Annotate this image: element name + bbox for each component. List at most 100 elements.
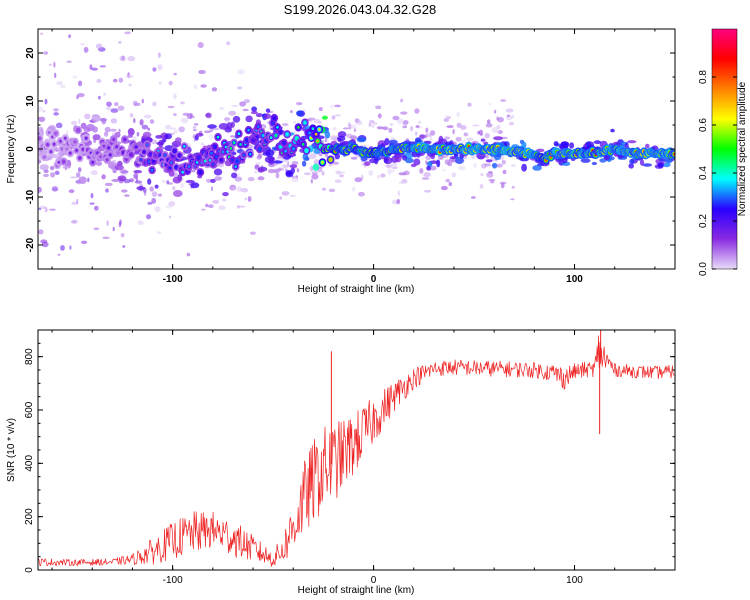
heatmap-noise-cell [490, 181, 495, 184]
heatmap-noise-cell [419, 168, 424, 174]
heatmap-halo-cell [383, 155, 389, 164]
heatmap-noise-cell [110, 118, 118, 124]
heatmap-noise-cell [119, 168, 127, 175]
heatmap-noise-cell [330, 104, 334, 109]
heatmap-ridge-cell [216, 135, 220, 139]
heatmap-noise-cell [491, 127, 498, 133]
heatmap-ridge-cell [105, 158, 109, 162]
heatmap-noise-cell [143, 114, 152, 119]
heatmap-halo-cell [480, 138, 486, 142]
heatmap-noise-cell [274, 168, 280, 174]
heatmap-halo-cell [213, 168, 223, 176]
heatmap-noise-cell [309, 153, 317, 160]
heatmap-halo-cell [38, 116, 46, 123]
heatmap-halo-cell [662, 162, 671, 168]
heatmap-ridge-cell [146, 143, 149, 147]
heatmap-ridge-cell [276, 125, 279, 129]
heatmap-noise-cell [244, 197, 247, 201]
heatmap-noise-cell [232, 128, 236, 131]
heatmap-noise-cell [279, 196, 283, 200]
heatmap-ridge-cell [282, 141, 286, 145]
heatmap-noise-cell [456, 111, 461, 118]
heatmap-ridge-cell [109, 153, 112, 157]
heatmap-noise-cell [69, 245, 72, 250]
heatmap-noise-cell [136, 132, 140, 137]
heatmap-noise-cell [103, 131, 109, 137]
heatmap-halo-cell [57, 152, 67, 156]
heatmap-noise-cell [388, 171, 391, 176]
heatmap-noise-cell [508, 121, 515, 126]
heatmap-ridge-cell [273, 116, 276, 120]
snr-plot [38, 330, 675, 567]
heatmap-noise-cell [81, 240, 88, 244]
heatmap-noise-cell [72, 75, 78, 79]
heatmap-noise-cell [104, 126, 111, 133]
heatmap-noise-cell [500, 154, 505, 161]
heatmap-noise-cell [429, 165, 437, 171]
heatmap-noise-cell [322, 187, 326, 191]
heatmap-noise-cell [368, 122, 372, 127]
heatmap-noise-cell [505, 108, 514, 113]
heatmap-noise-cell [423, 172, 431, 178]
snr-ytick-label: 0 [24, 567, 35, 573]
heatmap-halo-cell [142, 135, 148, 139]
heatmap-noise-cell [237, 69, 245, 75]
heatmap-ridge-cell [158, 153, 162, 157]
heatmap-halo-cell [313, 149, 321, 154]
heatmap-noise-cell [471, 196, 476, 199]
heatmap-halo-cell [127, 127, 135, 136]
heatmap-noise-cell [129, 113, 134, 118]
heatmap-halo-cell [185, 179, 195, 184]
heatmap-noise-cell [368, 170, 374, 176]
heatmap-noise-cell [313, 159, 320, 165]
heatmap-noise-cell [59, 84, 66, 89]
snr-ytick-label: 600 [24, 401, 35, 418]
heatmap-ridge-cell [187, 165, 191, 169]
heatmap-noise-cell [397, 118, 404, 125]
heatmap-noise-cell [334, 114, 342, 117]
colorbar-gradient [711, 28, 738, 270]
heatmap-noise-cell [106, 106, 112, 111]
heatmap-noise-cell [124, 31, 131, 35]
heatmap-noise-cell [405, 138, 410, 142]
heatmap-ridge-cell [181, 170, 184, 174]
heatmap-halo-cell [384, 138, 390, 146]
heatmap-noise-cell [127, 56, 136, 62]
heatmap-halo-cell [218, 123, 229, 130]
heatmap-ridge-cell [107, 146, 110, 150]
heatmap-halo-cell [312, 163, 320, 171]
heatmap-ridge-cell [123, 138, 127, 141]
heatmap-noise-cell [353, 128, 357, 133]
heatmap-noise-cell [77, 93, 85, 98]
heatmap-noise-cell [417, 120, 422, 124]
spectrogram-ylabel: Frequency (Hz) [6, 115, 17, 184]
heatmap-noise-cell [372, 122, 378, 126]
heatmap-noise-cell [214, 176, 222, 181]
heatmap-noise-cell [149, 119, 155, 124]
heatmap-noise-cell [102, 236, 110, 240]
heatmap-noise-cell [467, 102, 472, 107]
heatmap-noise-cell [71, 219, 78, 224]
heatmap-noise-cell [211, 87, 218, 92]
heatmap-ridge-cell [285, 132, 289, 136]
heatmap-halo-cell [593, 140, 602, 145]
heatmap-noise-cell [90, 192, 94, 199]
heatmap-noise-cell [375, 105, 382, 110]
heatmap-noise-cell [48, 63, 52, 66]
heatmap-noise-cell [463, 132, 469, 137]
heatmap-noise-cell [99, 65, 107, 68]
heatmap-noise-cell [71, 201, 78, 205]
heatmap-noise-cell [237, 205, 240, 209]
heatmap-noise-cell [119, 55, 126, 62]
heatmap-ridge-cell [175, 165, 178, 169]
heatmap-halo-cell [172, 176, 182, 184]
heatmap-noise-cell [429, 132, 432, 138]
heatmap-noise-cell [172, 186, 176, 191]
heatmap-ridge-cell [220, 158, 223, 162]
heatmap-noise-cell [132, 136, 137, 141]
heatmap-noise-cell [376, 126, 384, 130]
heatmap-noise-cell [496, 116, 499, 121]
heatmap-halo-cell [133, 173, 139, 179]
heatmap-noise-cell [414, 108, 420, 114]
heatmap-noise-cell [80, 43, 85, 46]
